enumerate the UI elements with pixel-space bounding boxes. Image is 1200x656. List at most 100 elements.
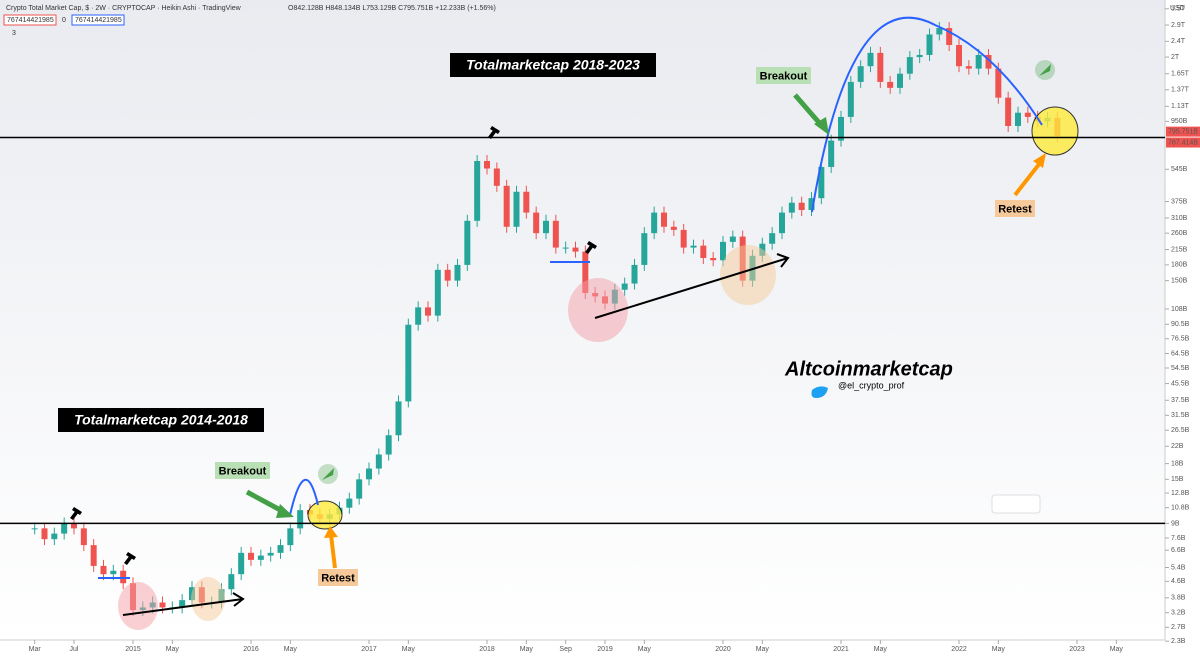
candle <box>356 479 363 499</box>
candle <box>552 220 559 248</box>
y-tick-label: 31.5B <box>1171 412 1190 419</box>
y-tick-label: 180B <box>1171 262 1188 269</box>
candle <box>661 212 667 227</box>
candle <box>670 226 677 230</box>
annotation-box <box>756 67 811 84</box>
input-box[interactable] <box>71 14 125 26</box>
annotations: 795.751B 787.414B Totalmarketcap 2018-2023… <box>0 53 1200 586</box>
x-tick-label: 2020 <box>715 646 731 653</box>
x-tick-label: May <box>166 646 180 653</box>
breakout-arrow <box>814 117 829 135</box>
retest-arrow <box>329 534 337 569</box>
candle <box>769 233 776 244</box>
y-tick-label: 54.5B <box>1171 365 1190 372</box>
y-tick-label: 37.5B <box>1171 397 1190 404</box>
x-tick-label: May <box>1110 646 1124 653</box>
candle <box>503 185 510 227</box>
retest-arrow <box>1013 161 1042 197</box>
candle <box>100 565 107 575</box>
candle <box>985 54 992 69</box>
twitter-icon <box>811 386 828 398</box>
price-marker <box>1166 126 1200 137</box>
breakout-arrow <box>245 489 286 515</box>
candle <box>897 73 903 88</box>
y-tick-label: 4.6B <box>1171 578 1186 585</box>
candle <box>1024 112 1031 117</box>
candle <box>710 257 717 261</box>
input-value: 0 <box>62 17 66 24</box>
candle <box>729 236 736 242</box>
candle <box>444 269 451 281</box>
x-tick-label: 2017 <box>361 646 377 653</box>
chart-title: Crypto Total Market Cap, $ · 2W · CRYPTO… <box>6 5 242 12</box>
candle <box>808 198 815 211</box>
candle <box>788 202 795 213</box>
candle <box>267 552 274 556</box>
candle <box>513 191 520 227</box>
x-tick-label: 2016 <box>243 646 259 653</box>
candle <box>51 533 58 540</box>
retest-circle <box>1031 106 1079 156</box>
x-tick-label: 2015 <box>125 646 141 653</box>
y-tick-label: 1.65T <box>1171 71 1190 78</box>
indicator-count: 3 <box>12 30 16 37</box>
y-tick-label: 310B <box>1171 215 1188 222</box>
candle <box>1015 112 1021 127</box>
input-value: 767414421985 <box>75 17 122 24</box>
y-tick-label: 15B <box>1171 476 1184 483</box>
y-tick-label: 12.8B <box>1171 490 1190 497</box>
y-tick-label: 1.13T <box>1171 103 1190 110</box>
input-box[interactable] <box>3 14 57 26</box>
annotation: @el_crypto_prof <box>838 380 905 390</box>
y-tick-label: 45.5B <box>1171 380 1190 387</box>
hammer-icons <box>70 126 597 565</box>
candle <box>936 28 943 35</box>
y-tick-label: 950B <box>1171 118 1188 125</box>
annotation-box <box>215 462 270 479</box>
candle <box>179 600 186 608</box>
candle <box>80 528 87 546</box>
toolbar[interactable] <box>991 494 1041 514</box>
y-tick-label: 18B <box>1171 460 1184 467</box>
candle <box>415 307 422 325</box>
annotation: Altcoinmarketcap <box>784 358 953 380</box>
y-tick-label: 26.5B <box>1171 427 1190 434</box>
candle <box>975 54 982 69</box>
candle <box>287 528 294 546</box>
price-axis <box>1165 0 1200 656</box>
candle <box>838 116 844 141</box>
y-tick-label: 545B <box>1171 166 1188 173</box>
candle <box>385 435 392 455</box>
input-value: 767414421985 <box>7 17 54 24</box>
annotation: Breakout <box>760 70 808 82</box>
annotation-box <box>450 53 656 77</box>
y-tick-label: 260B <box>1171 230 1188 237</box>
annotation: Breakout <box>219 465 267 477</box>
candle <box>474 160 481 221</box>
candle <box>690 245 697 248</box>
candle <box>887 81 894 88</box>
y-tick-label: 3.8B <box>1171 595 1186 602</box>
candle <box>41 528 48 540</box>
price-marker-label: 787.414B <box>1168 139 1198 146</box>
highlight <box>720 245 776 305</box>
candle <box>965 66 972 69</box>
candle <box>946 28 953 46</box>
annotation-box <box>58 408 264 432</box>
candle <box>916 54 923 58</box>
y-tick-label: 3.2B <box>1171 610 1186 617</box>
x-tick-label: May <box>402 646 416 653</box>
candle <box>425 307 431 316</box>
retest-circle <box>307 500 343 530</box>
candle <box>464 220 471 265</box>
candle <box>680 229 687 248</box>
annotation-box <box>318 569 358 586</box>
trend-arrow <box>122 592 245 616</box>
candle <box>956 45 962 67</box>
y-tick-label: 7.6B <box>1171 535 1186 542</box>
trend-arrow <box>594 253 790 319</box>
candle <box>847 81 854 117</box>
candle <box>641 233 648 265</box>
x-tick-label: May <box>992 646 1006 653</box>
candle <box>257 555 264 560</box>
